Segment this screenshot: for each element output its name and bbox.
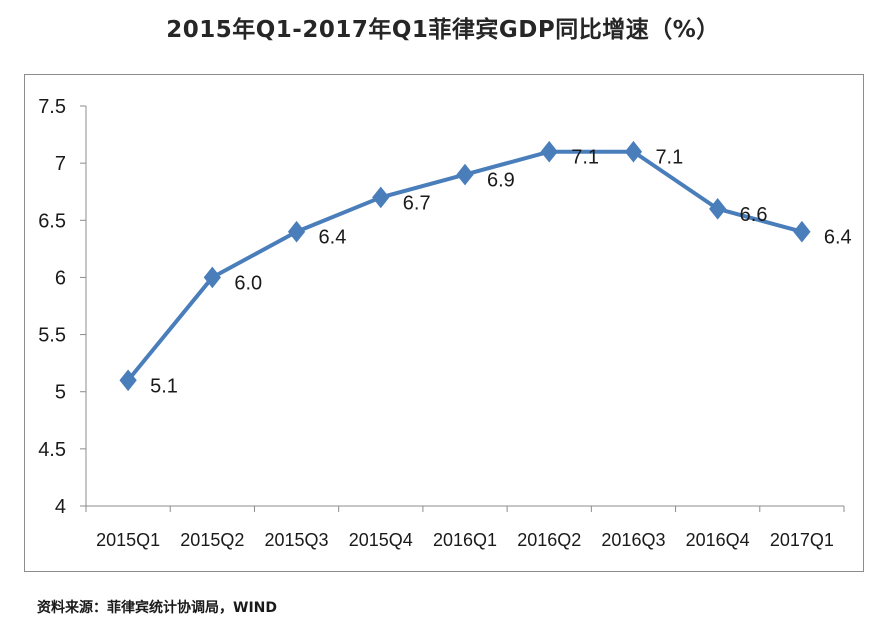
data-point-marker [287, 220, 306, 243]
x-tick-label: 2015Q1 [96, 530, 160, 550]
chart-frame [24, 74, 864, 572]
line-chart: 4 4.5 5 5.5 6 6.5 7 7.5 2015Q1 2015Q2 2015Q3 2015Q4… [38, 96, 852, 550]
data-label: 6.9 [487, 170, 515, 192]
x-tick-label: 2016Q3 [601, 530, 665, 550]
y-tick-label: 5 [55, 382, 66, 404]
data-point-marker [540, 140, 558, 163]
y-tick-label: 7.5 [38, 96, 66, 118]
y-tick-label: 7 [55, 153, 66, 175]
data-label: 6.6 [740, 204, 768, 226]
x-tick-label: 2016Q2 [517, 530, 581, 550]
data-label: 6.4 [824, 227, 852, 249]
y-tick-label: 4.5 [38, 439, 66, 461]
series-line [126, 149, 804, 383]
data-point-marker [456, 163, 474, 186]
data-point-marker [372, 186, 390, 209]
data-label: 6.4 [319, 227, 347, 249]
data-point-marker [119, 369, 137, 392]
data-point-marker [203, 266, 221, 289]
x-tick-label: 2015Q4 [349, 530, 413, 550]
data-point-marker [709, 198, 727, 220]
y-tick-label: 5.5 [38, 325, 66, 347]
chart-title: 2015年Q1-2017年Q1菲律宾GDP同比增速（%） [166, 17, 720, 43]
y-tick-label: 6 [55, 267, 66, 289]
x-tick-label: 2016Q1 [433, 530, 497, 550]
data-label: 7.1 [655, 147, 683, 169]
data-point-marker [624, 140, 643, 163]
x-tick-label: 2015Q2 [180, 530, 244, 550]
source-note: 资料来源：菲律宾统计协调局，WIND [37, 600, 277, 616]
y-tick-label: 6.5 [38, 210, 66, 232]
y-tick-label: 4 [55, 496, 66, 518]
data-label: 7.1 [571, 147, 599, 169]
x-tick-label: 2015Q3 [265, 530, 329, 550]
data-point-marker [793, 220, 811, 243]
x-tick-label: 2017Q1 [770, 530, 834, 550]
data-label: 6.7 [403, 192, 431, 214]
data-label: 6.0 [234, 272, 262, 294]
data-label: 5.1 [150, 375, 178, 397]
x-tick-label: 2016Q4 [686, 530, 750, 550]
